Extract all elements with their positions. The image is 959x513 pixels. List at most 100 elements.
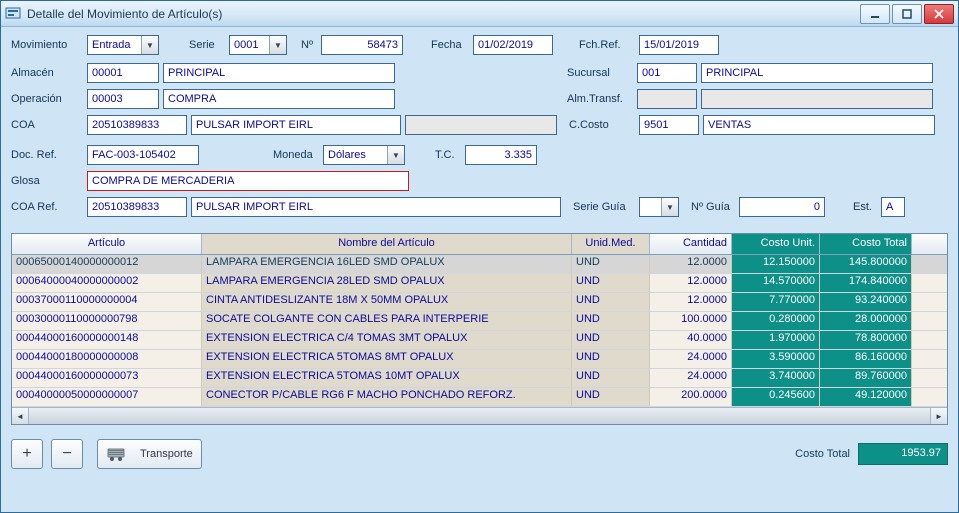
operacion-code-field[interactable] [87,89,159,109]
cell-ct: 28.000000 [820,312,912,330]
table-row[interactable]: 00044000180000000008EXTENSION ELECTRICA … [12,350,947,369]
col-unid[interactable]: Unid.Med. [572,234,650,254]
cell-qty: 100.0000 [650,312,732,330]
cell-um: UND [572,255,650,273]
cell-um: UND [572,369,650,387]
col-costot[interactable]: Costo Total [820,234,912,254]
cell-ct: 78.800000 [820,331,912,349]
table-row[interactable]: 00044000160000000148EXTENSION ELECTRICA … [12,331,947,350]
lbl-coaref: COA Ref. [11,201,87,213]
lbl-glosa: Glosa [11,175,87,187]
cell-code: 00040000050000000007 [12,388,202,406]
table-row[interactable]: 00030000110000000798SOCATE COLGANTE CON … [12,312,947,331]
numero-field[interactable] [321,35,403,55]
ccosto-name-field[interactable] [703,115,935,135]
cell-cu: 12.150000 [732,255,820,273]
cell-qty: 12.0000 [650,274,732,292]
sucursal-code-field[interactable] [637,63,697,83]
grid-body[interactable]: 00065000140000000012LAMPARA EMERGENCIA 1… [12,255,947,407]
nguia-field[interactable] [739,197,825,217]
movimiento-value: Entrada [88,39,141,51]
lbl-fecha: Fecha [431,39,473,51]
table-row[interactable]: 00065000140000000012LAMPARA EMERGENCIA 1… [12,255,947,274]
table-row[interactable]: 00040000050000000007CONECTOR P/CABLE RG6… [12,388,947,407]
coa-code-field[interactable] [87,115,187,135]
remove-row-button[interactable]: − [51,439,83,469]
lbl-movimiento: Movimiento [11,39,87,51]
almacen-code-field[interactable] [87,63,159,83]
scroll-left-button[interactable]: ◄ [12,408,29,424]
table-row[interactable]: 00044000160000000073EXTENSION ELECTRICA … [12,369,947,388]
close-button[interactable] [924,4,954,24]
coaref-name-field[interactable] [191,197,561,217]
coa-name-field[interactable] [191,115,401,135]
moneda-select[interactable]: Dólares ▼ [323,145,405,165]
docref-field[interactable] [87,145,199,165]
operacion-name-field[interactable] [163,89,395,109]
lbl-almtransf: Alm.Transf. [567,93,637,105]
cell-um: UND [572,274,650,292]
cell-qty: 12.0000 [650,293,732,311]
cell-cu: 0.280000 [732,312,820,330]
table-row[interactable]: 00064000040000000002LAMPARA EMERGENCIA 2… [12,274,947,293]
lbl-moneda: Moneda [273,149,323,161]
ccosto-code-field[interactable] [639,115,699,135]
h-scrollbar[interactable]: ◄ ► [12,407,947,424]
serie-select[interactable]: 0001 ▼ [229,35,287,55]
cell-ct: 86.160000 [820,350,912,368]
cell-cu: 3.590000 [732,350,820,368]
cell-code: 00037000110000000004 [12,293,202,311]
minimize-button[interactable] [860,4,890,24]
lbl-nguia: Nº Guía [691,201,739,213]
col-costou[interactable]: Costo Unit. [732,234,820,254]
cell-cu: 0.245600 [732,388,820,406]
table-row[interactable]: 00037000110000000004CINTA ANTIDESLIZANTE… [12,293,947,312]
col-articulo[interactable]: Artículo [12,234,202,254]
scroll-right-button[interactable]: ► [930,408,947,424]
moneda-value: Dólares [324,149,387,161]
cell-qty: 24.0000 [650,350,732,368]
maximize-button[interactable] [892,4,922,24]
col-cantidad[interactable]: Cantidad [650,234,732,254]
add-row-button[interactable]: + [11,439,43,469]
cell-um: UND [572,388,650,406]
cell-qty: 12.0000 [650,255,732,273]
transporte-button[interactable]: Transporte [97,439,202,469]
cell-name: EXTENSION ELECTRICA 5TOMAS 8MT OPALUX [202,350,572,368]
titlebar: Detalle del Movimiento de Artículo(s) [1,1,958,27]
cell-um: UND [572,331,650,349]
cell-code: 00044000160000000073 [12,369,202,387]
chevron-down-icon: ▼ [141,36,158,54]
chevron-down-icon: ▼ [661,198,678,216]
sucursal-name-field[interactable] [701,63,933,83]
cell-ct: 49.120000 [820,388,912,406]
fecha-field[interactable] [473,35,553,55]
cell-um: UND [572,350,650,368]
est-field[interactable] [881,197,905,217]
grid: Artículo Nombre del Artículo Unid.Med. C… [11,233,948,425]
transport-icon [106,446,134,462]
almacen-name-field[interactable] [163,63,395,83]
cell-ct: 93.240000 [820,293,912,311]
cell-ct: 145.800000 [820,255,912,273]
coa-extra-field [405,115,557,135]
transporte-label: Transporte [140,448,193,460]
cell-code: 00065000140000000012 [12,255,202,273]
lbl-serieguia: Serie Guía [573,201,639,213]
movimiento-select[interactable]: Entrada ▼ [87,35,159,55]
cell-code: 00030000110000000798 [12,312,202,330]
coaref-code-field[interactable] [87,197,187,217]
serieguia-select[interactable]: ▼ [639,197,679,217]
cell-qty: 200.0000 [650,388,732,406]
footer: + − Transporte Costo Total 1953.97 [11,439,948,469]
glosa-field[interactable] [87,171,409,191]
cell-cu: 3.740000 [732,369,820,387]
cell-cu: 1.970000 [732,331,820,349]
col-nombre[interactable]: Nombre del Artículo [202,234,572,254]
cell-cu: 7.770000 [732,293,820,311]
lbl-coa: COA [11,119,87,131]
serie-value: 0001 [230,39,269,51]
cell-name: EXTENSION ELECTRICA C/4 TOMAS 3MT OPALUX [202,331,572,349]
fchref-field[interactable] [639,35,719,55]
tc-field[interactable] [465,145,537,165]
